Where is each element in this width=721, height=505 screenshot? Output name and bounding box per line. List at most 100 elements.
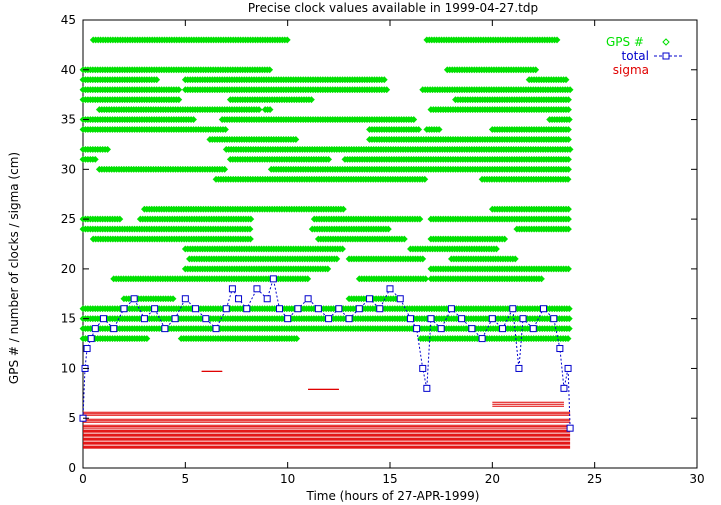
gps-point bbox=[501, 235, 509, 243]
gps-point bbox=[562, 76, 570, 84]
total-point bbox=[228, 285, 236, 293]
gps-point bbox=[565, 155, 572, 163]
gps-point bbox=[565, 205, 572, 213]
legend-total-marker bbox=[654, 52, 684, 60]
x-tick-label: 20 bbox=[485, 472, 500, 486]
chart-title: Precise clock values available in 1999-0… bbox=[248, 1, 538, 15]
gps-point bbox=[175, 86, 183, 94]
total-point bbox=[478, 335, 486, 343]
legend: GPS # total sigma bbox=[606, 35, 684, 77]
gps-point bbox=[415, 126, 423, 133]
gps-point bbox=[566, 145, 574, 153]
gps-point bbox=[325, 155, 333, 163]
total-point bbox=[243, 305, 251, 313]
sigma-series bbox=[83, 370, 571, 449]
gps-point bbox=[143, 335, 151, 343]
gps-point bbox=[169, 295, 177, 303]
gps-point bbox=[538, 275, 545, 283]
gps-point bbox=[566, 86, 574, 94]
total-point bbox=[284, 315, 292, 323]
total-point bbox=[91, 325, 99, 333]
gps-point bbox=[565, 305, 573, 313]
legend-gps-marker bbox=[662, 38, 670, 46]
gps-point bbox=[190, 116, 197, 123]
total-point bbox=[140, 315, 148, 323]
gps-point bbox=[565, 136, 572, 143]
total-point bbox=[253, 285, 261, 293]
total-point bbox=[396, 295, 404, 303]
total-point bbox=[519, 315, 527, 323]
total-point bbox=[560, 384, 568, 392]
axes: 0 5 10 15 20 25 30 0 5 10 15 20 25 30 35 40 45 bbox=[61, 13, 705, 486]
gps-point bbox=[339, 205, 347, 213]
total-point bbox=[413, 325, 421, 333]
total-point bbox=[427, 315, 435, 323]
y-axis-label: GPS # / number of clocks / sigma (cm) bbox=[7, 152, 21, 384]
x-tick-label: 10 bbox=[280, 472, 295, 486]
total-point bbox=[355, 305, 363, 313]
gps-point bbox=[421, 175, 429, 183]
total-point bbox=[564, 364, 572, 372]
gps-point bbox=[553, 36, 561, 44]
total-point bbox=[556, 345, 564, 353]
gps-point bbox=[565, 96, 572, 104]
total-point bbox=[171, 315, 179, 323]
total-point bbox=[335, 305, 343, 313]
gps-point bbox=[324, 265, 332, 273]
total-point bbox=[181, 295, 189, 303]
gps-point bbox=[91, 155, 99, 163]
gps-point bbox=[400, 235, 408, 243]
legend-total-label: total bbox=[622, 49, 649, 63]
y-tick-label: 30 bbox=[61, 162, 76, 176]
x-tick-label: 0 bbox=[79, 472, 87, 486]
x-tick-label: 30 bbox=[689, 472, 704, 486]
gps-point bbox=[416, 215, 424, 223]
gps-point bbox=[565, 106, 572, 114]
gps-point bbox=[222, 126, 229, 133]
total-point bbox=[151, 305, 159, 313]
gps-point bbox=[565, 116, 573, 123]
y-tick-label: 0 bbox=[68, 461, 76, 475]
total-point bbox=[488, 315, 496, 323]
y-tick-label: 5 bbox=[68, 411, 76, 425]
gps-point bbox=[565, 215, 572, 223]
gps-point bbox=[293, 335, 301, 343]
gps-point bbox=[565, 315, 573, 323]
x-axis-label: Time (hours of 27-APR-1999) bbox=[306, 489, 480, 503]
y-tick-label: 35 bbox=[61, 113, 76, 127]
total-point bbox=[376, 305, 384, 313]
gps-point bbox=[175, 96, 183, 104]
total-point bbox=[294, 305, 302, 313]
gps-point bbox=[104, 145, 111, 153]
total-point bbox=[120, 305, 128, 313]
total-point bbox=[515, 364, 523, 372]
gps-point bbox=[383, 86, 391, 94]
gps-point bbox=[565, 126, 572, 133]
gps-point bbox=[339, 245, 346, 253]
gps-point bbox=[221, 165, 229, 173]
gps-point bbox=[565, 265, 572, 273]
gps-series bbox=[79, 36, 574, 343]
legend-gps-label: GPS # bbox=[606, 35, 644, 49]
gps-point bbox=[247, 215, 255, 223]
plot-border bbox=[82, 19, 698, 469]
y-tick-label: 10 bbox=[61, 361, 76, 375]
gps-point bbox=[532, 66, 540, 74]
legend-total-square bbox=[662, 52, 670, 60]
y-tick-label: 25 bbox=[61, 212, 76, 226]
total-point bbox=[83, 345, 91, 353]
total-point bbox=[447, 305, 455, 313]
total-point bbox=[212, 325, 220, 333]
total-point bbox=[222, 305, 230, 313]
total-point bbox=[325, 315, 333, 323]
gps-point bbox=[435, 126, 443, 133]
gps-point bbox=[511, 255, 519, 263]
legend-gps-diamond bbox=[662, 38, 670, 46]
y-tick-label: 15 bbox=[61, 312, 76, 326]
plot-frame bbox=[82, 19, 698, 469]
y-tick-label: 45 bbox=[61, 13, 76, 27]
total-point bbox=[406, 315, 414, 323]
total-point bbox=[263, 295, 271, 303]
gps-point bbox=[116, 215, 124, 223]
total-point bbox=[202, 315, 210, 323]
